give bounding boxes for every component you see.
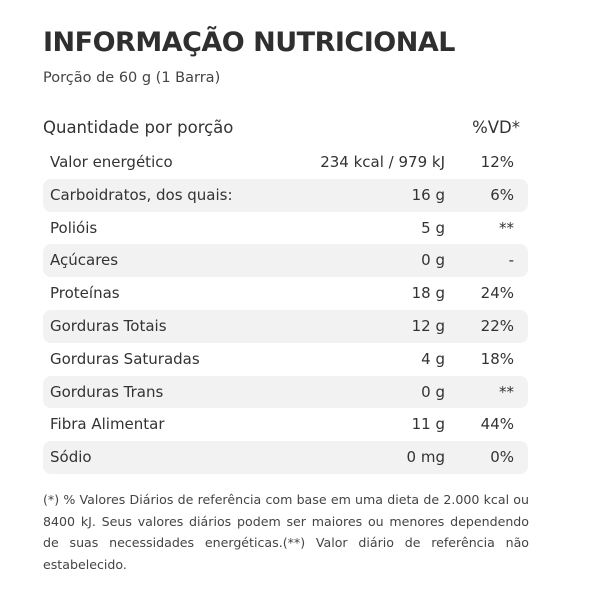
nutrient-label: Valor energético [50,153,173,171]
nutrient-vd: 24% [454,284,514,302]
nutrient-label: Gorduras Trans [50,383,163,401]
nutrient-label: Sódio [50,448,92,466]
nutrition-table: Valor energético 234 kcal / 979 kJ 12% C… [43,146,528,474]
table-header: Quantidade por porção %VD* [43,118,528,142]
table-row: Valor energético 234 kcal / 979 kJ 12% [43,146,528,179]
nutrient-amount: 12 g [412,317,445,335]
nutrient-amount: 5 g [421,219,445,237]
footnote: (*) % Valores Diários de referência com … [43,489,529,575]
nutrient-vd: ** [454,383,514,401]
column-header-vd: %VD* [472,118,520,137]
nutrient-vd: 22% [454,317,514,335]
nutrient-label: Gorduras Saturadas [50,350,200,368]
nutrient-label: Polióis [50,219,97,237]
nutrient-amount: 0 mg [407,448,445,466]
nutrient-label: Açúcares [50,251,118,269]
table-row: Gorduras Trans 0 g ** [43,376,528,409]
nutrient-label: Fibra Alimentar [50,415,165,433]
nutrient-vd: ** [454,219,514,237]
nutrient-vd: 44% [454,415,514,433]
nutrient-amount: 234 kcal / 979 kJ [320,153,445,171]
table-row: Açúcares 0 g - [43,244,528,277]
nutrient-label: Proteínas [50,284,120,302]
table-row: Sódio 0 mg 0% [43,441,528,474]
nutrient-amount: 0 g [421,251,445,269]
table-row: Polióis 5 g ** [43,212,528,245]
table-row: Gorduras Totais 12 g 22% [43,310,528,343]
table-row: Fibra Alimentar 11 g 44% [43,408,528,441]
nutrient-vd: 12% [454,153,514,171]
nutrient-amount: 18 g [412,284,445,302]
nutrient-amount: 0 g [421,383,445,401]
nutrient-vd: 18% [454,350,514,368]
nutrient-amount: 16 g [412,186,445,204]
nutrient-label: Gorduras Totais [50,317,167,335]
nutrient-vd: 6% [454,186,514,204]
portion-size: Porção de 60 g (1 Barra) [43,70,220,86]
column-header-quantity: Quantidade por porção [43,118,233,137]
nutrient-amount: 11 g [412,415,445,433]
nutrient-vd: - [454,251,514,269]
table-row: Proteínas 18 g 24% [43,277,528,310]
nutrient-vd: 0% [454,448,514,466]
table-row: Gorduras Saturadas 4 g 18% [43,343,528,376]
table-row: Carboidratos, dos quais: 16 g 6% [43,179,528,212]
nutrient-label: Carboidratos, dos quais: [50,186,233,204]
nutrient-amount: 4 g [421,350,445,368]
page-title: INFORMAÇÃO NUTRICIONAL [43,27,455,58]
